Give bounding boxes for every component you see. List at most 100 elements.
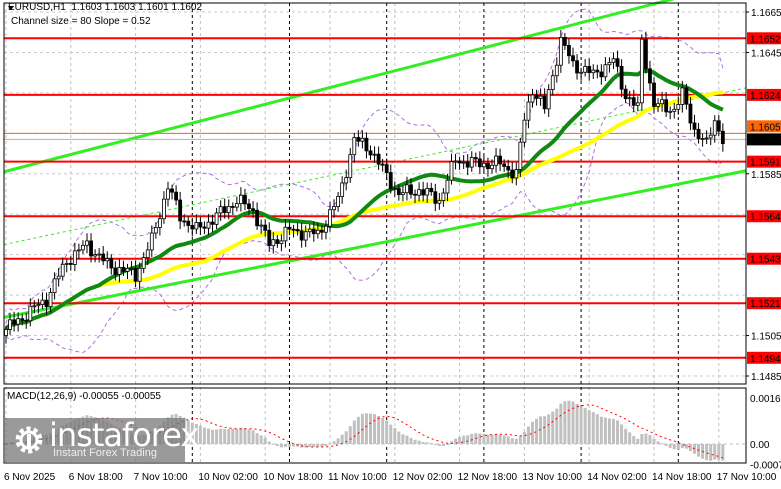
macd-bar xyxy=(243,428,247,444)
level-label-bg xyxy=(747,351,781,364)
candle-body xyxy=(251,208,255,211)
macd-bar xyxy=(344,431,348,444)
candle-body xyxy=(271,239,276,247)
candle-body xyxy=(162,198,166,220)
x-tick-label: 12 Nov 18:00 xyxy=(458,472,518,483)
candle-body xyxy=(660,99,664,105)
candle-body xyxy=(198,222,203,228)
macd-bar xyxy=(543,416,547,444)
macd-bar xyxy=(445,444,449,445)
candle-body xyxy=(315,229,320,235)
macd-bar xyxy=(616,420,620,444)
candle-body xyxy=(174,191,179,201)
macd-bar xyxy=(514,438,518,444)
macd-bar xyxy=(292,444,296,447)
candle-body xyxy=(243,194,247,205)
candle-body xyxy=(372,153,377,156)
candle-body xyxy=(319,229,324,233)
candle-body xyxy=(303,231,308,241)
candle-body xyxy=(388,172,393,190)
candle-body xyxy=(8,319,12,330)
candle-body xyxy=(676,104,681,110)
level-label-bg xyxy=(747,88,781,101)
macd-bar xyxy=(219,428,223,444)
candle-body xyxy=(579,71,583,74)
macd-bar xyxy=(263,437,267,444)
macd-bar xyxy=(587,410,591,444)
candle-body xyxy=(518,141,523,170)
macd-bar xyxy=(717,444,721,460)
candle-body xyxy=(611,58,616,63)
candle-body xyxy=(554,64,559,77)
level-label-bg xyxy=(747,155,781,168)
macd-bar xyxy=(498,434,502,444)
bid-price-label-bg xyxy=(747,120,781,133)
candle-body xyxy=(405,184,409,194)
macd-bar xyxy=(279,444,283,448)
level-label: 1.1521 xyxy=(750,299,781,310)
level-label: 1.1624 xyxy=(750,91,781,102)
candle-body xyxy=(77,249,81,252)
candle-body xyxy=(4,329,8,336)
candle-body xyxy=(85,240,89,246)
macd-bar xyxy=(227,428,231,444)
macd-bar xyxy=(502,435,506,444)
candle-body xyxy=(652,82,656,107)
candle-body xyxy=(546,89,551,110)
candle-body xyxy=(494,155,498,166)
candle-body xyxy=(283,226,288,242)
macd-bar xyxy=(194,423,198,444)
macd-bar xyxy=(360,413,364,444)
candle-body xyxy=(52,278,57,294)
candle-body xyxy=(206,221,211,229)
candle-body xyxy=(615,58,620,67)
macd-bar xyxy=(259,435,263,444)
candle-body xyxy=(368,150,373,156)
macd-panel-border xyxy=(3,387,747,464)
x-tick-label: 12 Nov 02:00 xyxy=(393,472,453,483)
candle-body xyxy=(486,162,490,170)
candle-body xyxy=(716,120,721,132)
level-label-bg xyxy=(747,210,781,223)
current-price-label: 1.1602 xyxy=(750,135,781,146)
candle-body xyxy=(291,228,296,231)
macd-bar xyxy=(680,444,684,449)
macd-bar xyxy=(450,441,453,444)
macd-bar xyxy=(247,429,251,444)
macd-bar xyxy=(251,430,255,444)
collapse-triangle-icon xyxy=(8,6,14,10)
candle-body xyxy=(680,87,685,105)
macd-bar xyxy=(591,412,595,444)
macd-bar xyxy=(664,444,668,446)
macd-bar xyxy=(393,428,397,444)
candle-body xyxy=(238,194,243,205)
candle-body xyxy=(453,160,458,163)
candle-body xyxy=(461,161,466,164)
candle-body xyxy=(307,228,312,233)
macd-bar xyxy=(421,442,425,444)
candle-body xyxy=(141,257,146,269)
macd-bar xyxy=(215,429,219,444)
macd-bar xyxy=(571,401,575,444)
macd-bar xyxy=(417,440,421,444)
macd-tick-label: 0.00163 xyxy=(750,394,781,405)
macd-tick-label: -0.00073 xyxy=(750,461,781,472)
ma-50-line xyxy=(4,90,723,331)
y-tick-label: 1.1505 xyxy=(751,332,781,343)
candle-body xyxy=(502,163,507,167)
candle-body xyxy=(299,230,304,241)
candle-body xyxy=(137,267,142,282)
macd-bar xyxy=(486,434,490,444)
candle-body xyxy=(40,299,45,306)
candle-body xyxy=(591,69,596,74)
current-price-label-bg xyxy=(747,133,781,146)
candle-body xyxy=(437,200,442,204)
macd-bar xyxy=(644,433,648,444)
macd-bar xyxy=(518,436,522,444)
candle-body xyxy=(259,224,264,227)
macd-bar xyxy=(316,444,320,447)
candle-body xyxy=(567,44,571,57)
macd-bar xyxy=(332,441,336,444)
candle-body xyxy=(352,137,357,156)
